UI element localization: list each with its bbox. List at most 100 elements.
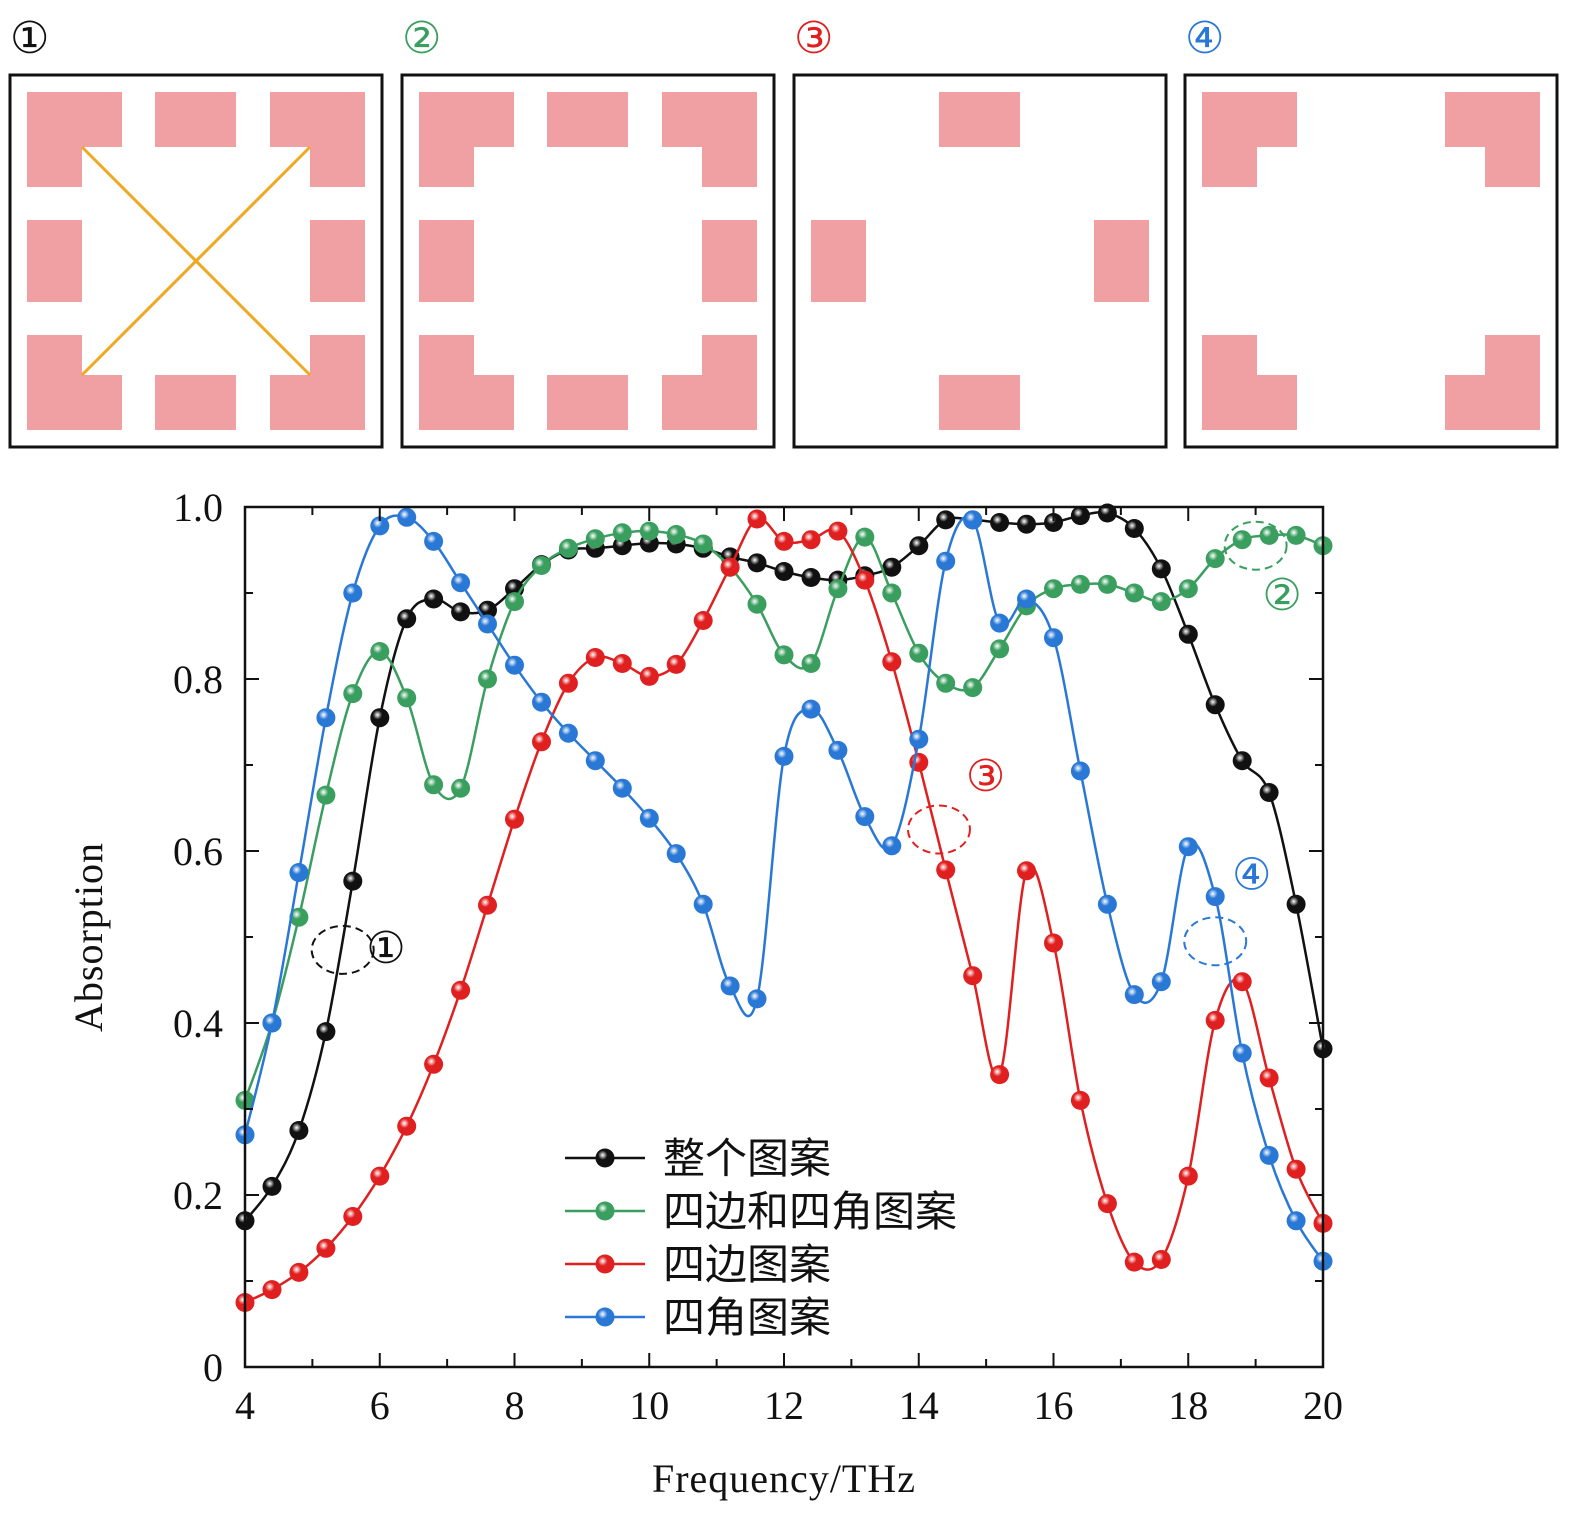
data-point [1124, 519, 1144, 538]
corner-patch-tr [1445, 92, 1540, 187]
data-point [1044, 579, 1063, 599]
legend-label: 整个图案 [663, 1134, 831, 1183]
data-point [774, 645, 794, 665]
data-point [801, 568, 821, 587]
data-point [1178, 1166, 1198, 1186]
data-point [370, 1166, 390, 1186]
data-point [882, 583, 902, 603]
corner-patch-bl [27, 335, 122, 430]
axis-ticks: 4 6 8 10 12 14 16 18 20 0 0.2 0.4 0.6 0.8 1.0 [173, 485, 1343, 1428]
data-point [262, 1176, 282, 1196]
data-point [424, 775, 444, 795]
side-patch-left [419, 220, 474, 302]
legend-item-sides-pattern: 四边图案 [565, 1240, 831, 1289]
corner-patch-br [270, 335, 365, 430]
legend-label: 四边和四角图案 [663, 1187, 957, 1236]
plot-frame [243, 505, 1325, 1369]
data-point [532, 692, 551, 712]
data-point [693, 534, 713, 554]
data-point [262, 1013, 282, 1033]
series-sides-and-corners [235, 521, 1333, 1110]
data-point [532, 556, 551, 575]
legend-item-corners-pattern: 四角图案 [565, 1293, 831, 1342]
y-tick-label: 0 [203, 1345, 223, 1390]
data-point [262, 1280, 282, 1300]
x-tick-label: 14 [899, 1383, 939, 1428]
data-point [424, 589, 444, 609]
data-point [963, 966, 983, 986]
panel-2-label: ② [402, 13, 441, 64]
legend-label: 四角图案 [663, 1293, 831, 1342]
panel-1-label: ① [10, 13, 49, 64]
legend-marker [595, 1307, 615, 1327]
data-point [397, 507, 417, 527]
data-point [855, 527, 875, 547]
data-point [397, 1116, 417, 1136]
data-point [316, 708, 336, 728]
corner-patch-bl [419, 335, 514, 430]
data-point [478, 669, 497, 689]
panel-1: ① [8, 13, 384, 449]
absorption-chart: ① ② ③ ④ 4 6 8 10 12 14 16 18 20 0 0.2 0.4 0.6 0.8 1.0 Fre… [66, 485, 1343, 1501]
panel-4-patches [1202, 92, 1540, 430]
legend-item-sides-and-corners: 四边和四角图案 [565, 1187, 957, 1236]
data-point [585, 648, 605, 667]
data-point [451, 573, 471, 593]
corner-patch-tl [1202, 92, 1297, 187]
data-point [289, 863, 309, 882]
data-point [828, 740, 848, 760]
data-point [774, 562, 794, 581]
data-point [1124, 985, 1144, 1005]
annotation-ellipse [1183, 916, 1248, 967]
data-point [990, 1065, 1010, 1085]
data-point [585, 529, 605, 549]
data-point [1205, 549, 1225, 569]
data-point [801, 699, 821, 719]
side-patch-bottom [939, 375, 1020, 430]
corner-patch-br [662, 335, 757, 430]
data-point [1097, 574, 1117, 594]
data-point [855, 807, 875, 827]
data-point [451, 602, 471, 622]
data-point [747, 553, 767, 573]
data-point [1205, 887, 1225, 907]
side-patch-top [939, 92, 1020, 147]
corner-patch-br [1445, 335, 1540, 430]
annotation-label: ① [366, 923, 405, 974]
data-point [1097, 1194, 1117, 1214]
legend-item-whole-pattern: 整个图案 [565, 1134, 831, 1183]
data-point [1259, 1145, 1279, 1165]
data-point [1178, 624, 1198, 644]
data-point [1286, 894, 1306, 914]
series-layer [235, 503, 1333, 1312]
data-point [1070, 1090, 1090, 1110]
data-point [774, 746, 794, 766]
data-point [1017, 589, 1036, 609]
data-point [397, 609, 417, 629]
data-point [1232, 1043, 1252, 1063]
data-point [289, 907, 309, 927]
panel-3: ③ [792, 13, 1168, 449]
data-point [909, 643, 929, 663]
data-point [1151, 559, 1171, 579]
side-patch-bottom [155, 375, 236, 430]
side-patch-top [155, 92, 236, 147]
side-patch-right [310, 220, 365, 302]
data-point [478, 895, 497, 915]
series-line [244, 517, 1325, 1304]
corner-patch-tr [662, 92, 757, 187]
data-point [990, 613, 1010, 633]
annotations-layer: ① ② ③ ④ [310, 520, 1302, 975]
data-point [532, 732, 551, 752]
data-point [1259, 525, 1279, 545]
corner-patch-tl [27, 92, 122, 187]
data-point [693, 894, 713, 914]
data-point [936, 510, 956, 530]
x-axis-title: Frequency/THz [652, 1456, 916, 1501]
corner-patch-bl [1202, 335, 1297, 430]
data-point [936, 673, 956, 693]
data-point [666, 525, 686, 544]
data-point [666, 654, 686, 674]
